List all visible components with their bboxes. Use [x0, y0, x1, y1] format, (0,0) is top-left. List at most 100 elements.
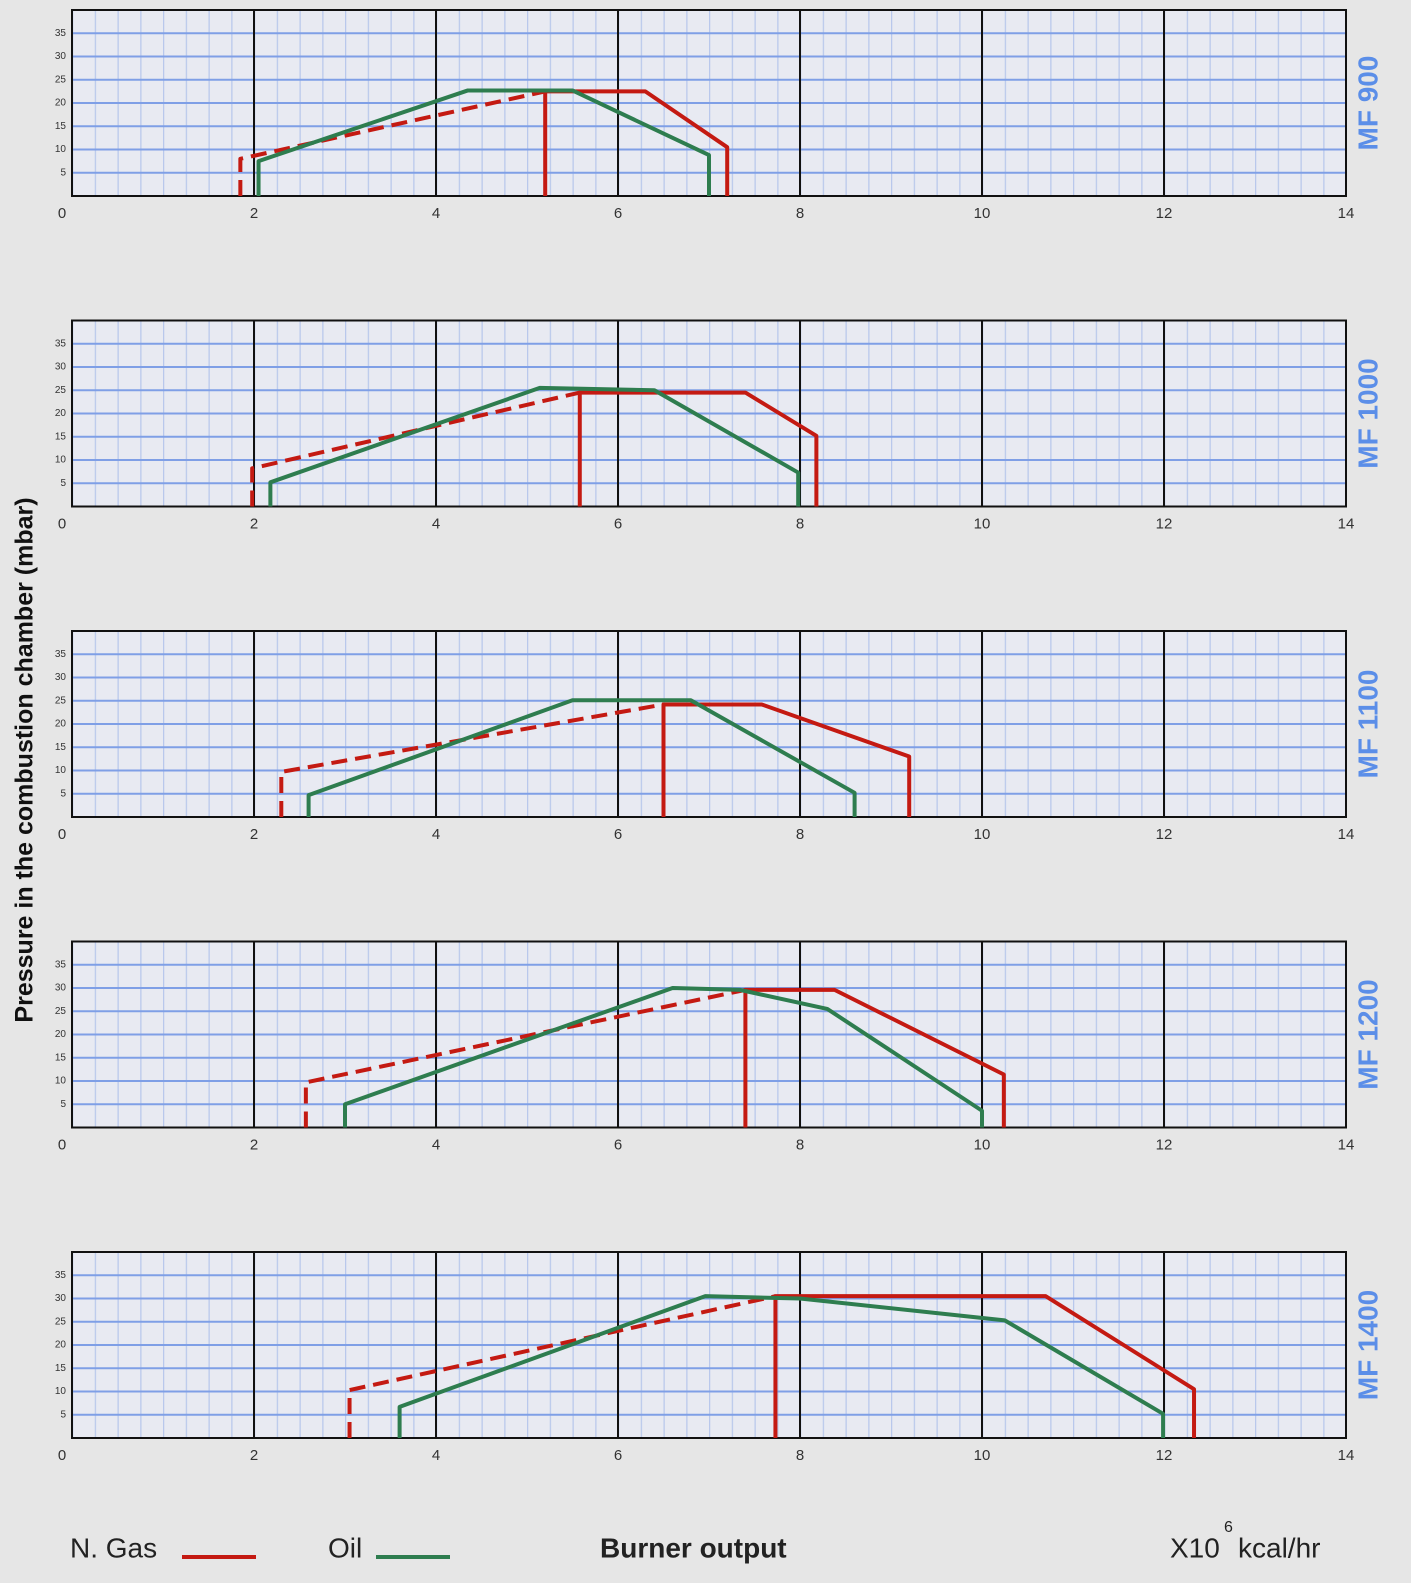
- y-tick-label: 25: [55, 695, 67, 706]
- y-tick-label: 30: [55, 672, 67, 683]
- y-tick-label: 20: [55, 1029, 67, 1040]
- panel-label: MF 1100: [1352, 670, 1383, 779]
- x-tick-label: 14: [1338, 826, 1355, 843]
- x-unit: kcal/hr: [1238, 1532, 1320, 1563]
- line-series: [773, 1294, 1197, 1438]
- plot-frame: [71, 319, 1347, 508]
- x-tick-label: 10: [974, 1136, 991, 1153]
- x-tick-label: 6: [614, 515, 622, 532]
- y-tick-label: 20: [55, 1340, 67, 1351]
- x-tick-label: 10: [974, 826, 991, 843]
- x-tick-label: 6: [614, 1447, 622, 1464]
- x-tick-label: 4: [432, 1136, 440, 1153]
- line-series: [303, 987, 746, 1128]
- y-tick-label: 25: [55, 1006, 67, 1017]
- panel-label: MF 900: [1352, 56, 1383, 151]
- y-tick-label: 5: [60, 1099, 66, 1110]
- panel-label: MF 1000: [1352, 358, 1383, 469]
- y-tick-label: 25: [55, 385, 67, 396]
- x-tick-label: 12: [1156, 515, 1173, 532]
- x-tick-label: 10: [974, 205, 991, 222]
- line-series: [250, 390, 581, 507]
- plot-frame: [71, 630, 1347, 818]
- x-tick-label: 4: [432, 205, 440, 222]
- x-tick-label: 2: [250, 1136, 258, 1153]
- x-unit-exponent: 6: [1224, 1519, 1233, 1536]
- x-tick-label: 8: [796, 205, 804, 222]
- y-tick-label: 25: [55, 1316, 67, 1327]
- x-tick-label: 12: [1156, 826, 1173, 843]
- x-tick-label: 2: [250, 205, 258, 222]
- x-tick-label: 12: [1156, 1447, 1173, 1464]
- panel-label: MF 1400: [1352, 1290, 1383, 1401]
- y-tick-label: 35: [55, 28, 67, 39]
- x-tick-label: 0: [58, 205, 66, 222]
- y-tick-label: 15: [55, 431, 67, 442]
- y-tick-label: 10: [55, 455, 67, 466]
- y-tick-label: 5: [60, 788, 66, 799]
- x-tick-label: 4: [432, 1447, 440, 1464]
- x-tick-label: 12: [1156, 205, 1173, 222]
- y-tick-label: 20: [55, 408, 67, 419]
- line-series: [256, 88, 711, 196]
- y-tick-label: 30: [55, 362, 67, 373]
- legend-label: N. Gas: [70, 1532, 157, 1563]
- x-tick-label: 14: [1338, 1136, 1355, 1153]
- line-series: [347, 1294, 776, 1438]
- x-tick-label: 14: [1338, 515, 1355, 532]
- line-series: [268, 385, 801, 507]
- line-series: [397, 1294, 1166, 1438]
- y-tick-label: 5: [60, 167, 66, 178]
- line-series: [343, 986, 984, 1128]
- panel-label: MF 1200: [1352, 979, 1383, 1090]
- x-tick-label: 6: [614, 1136, 622, 1153]
- line-series: [577, 390, 819, 507]
- y-tick-label: 10: [55, 144, 67, 155]
- line-series: [306, 698, 857, 817]
- line-series: [661, 702, 912, 817]
- y-tick-label: 15: [55, 121, 67, 132]
- x-tick-label: 8: [796, 515, 804, 532]
- y-tick-label: 15: [55, 742, 67, 753]
- plot-frame: [71, 940, 1347, 1129]
- y-tick-label: 10: [55, 765, 67, 776]
- x-tick-label: 0: [58, 1136, 66, 1153]
- y-tick-label: 5: [60, 1409, 66, 1420]
- y-tick-label: 5: [60, 478, 66, 489]
- x-axis-label: Burner output: [600, 1532, 787, 1563]
- legend-label: Oil: [328, 1532, 362, 1563]
- y-tick-label: 10: [55, 1386, 67, 1397]
- x-tick-label: 8: [796, 1136, 804, 1153]
- x-tick-label: 8: [796, 1447, 804, 1464]
- x-tick-label: 12: [1156, 1136, 1173, 1153]
- line-series: [543, 89, 730, 196]
- x-tick-label: 2: [250, 826, 258, 843]
- x-tick-label: 0: [58, 1447, 66, 1464]
- y-tick-label: 30: [55, 983, 67, 994]
- x-tick-label: 14: [1338, 1447, 1355, 1464]
- x-tick-label: 2: [250, 1447, 258, 1464]
- x-tick-label: 2: [250, 515, 258, 532]
- y-tick-label: 15: [55, 1052, 67, 1063]
- x-tick-label: 6: [614, 205, 622, 222]
- x-unit-base: X10: [1170, 1532, 1220, 1563]
- line-series: [743, 987, 1006, 1128]
- y-tick-label: 25: [55, 74, 67, 85]
- plot-frame: [71, 1251, 1347, 1439]
- x-tick-label: 6: [614, 826, 622, 843]
- y-axis-label: Pressure in the combustion chamber (mbar…: [11, 497, 39, 1022]
- y-tick-label: 20: [55, 98, 67, 109]
- y-tick-label: 35: [55, 649, 67, 660]
- x-tick-label: 0: [58, 515, 66, 532]
- y-tick-label: 35: [55, 338, 67, 349]
- y-tick-label: 20: [55, 719, 67, 730]
- y-tick-label: 30: [55, 1293, 67, 1304]
- x-tick-label: 10: [974, 515, 991, 532]
- y-tick-label: 35: [55, 1270, 67, 1281]
- x-tick-label: 0: [58, 826, 66, 843]
- y-tick-label: 30: [55, 51, 67, 62]
- y-tick-label: 35: [55, 959, 67, 970]
- line-series: [279, 702, 664, 817]
- x-tick-label: 8: [796, 826, 804, 843]
